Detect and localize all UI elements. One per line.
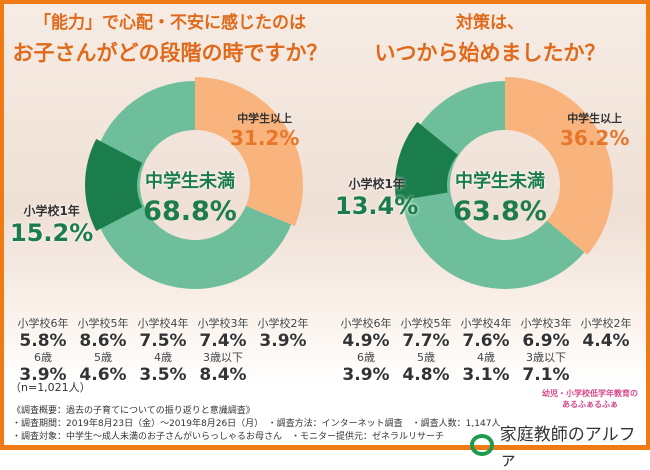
grade1-label: 小学校1年 13.4% — [335, 173, 418, 220]
slice-grade1 — [395, 121, 458, 201]
breakdown-item: 小学校5年 8.6% — [72, 315, 134, 351]
breakdown-item: 6歳 3.9% — [12, 349, 74, 385]
label: 小学校5年 — [400, 317, 452, 330]
value: 13.4% — [335, 192, 419, 220]
value: 3.9% — [259, 331, 307, 351]
value: 4.4% — [582, 331, 630, 351]
label: 小学校4年 — [137, 317, 189, 330]
survey-heading: 《調査概要：過去の子育てについての振り返りと意識調査》 — [12, 406, 255, 416]
center-label: 中学生未満 68.8% — [125, 167, 255, 230]
center-label: 中学生未満 63.8% — [435, 167, 565, 230]
value: 8.4% — [199, 365, 247, 385]
label: 小学校1年 — [23, 204, 80, 218]
right-title-line1: 対策は、 — [456, 13, 524, 33]
slice-under-junior-high — [91, 81, 292, 289]
label: 小学校4年 — [460, 317, 512, 330]
breakdown-item: 5歳 4.8% — [395, 349, 457, 385]
label: 5歳 — [417, 351, 435, 364]
value: 7.4% — [199, 331, 247, 351]
value: 7.7% — [402, 331, 450, 351]
sample-size: （n=1,021人） — [10, 381, 91, 394]
value: 3.1% — [462, 365, 510, 385]
value: 5.8% — [19, 331, 67, 351]
breakdown-item: 小学校6年 4.9% — [335, 315, 397, 351]
grade1-label: 小学校1年 15.2% — [10, 200, 93, 247]
label: 中学生以上 — [237, 112, 293, 125]
survey-line2: ・調査対象：中学生～成人未満のお子さんがいらっしゃるお母さん ・モニター提供元：… — [12, 432, 445, 442]
value: 8.6% — [79, 331, 127, 351]
value: 3.9% — [342, 365, 390, 385]
survey-info: 《調査概要：過去の子育てについての振り返りと意識調査》 ・調査期間：2019年8… — [12, 405, 500, 444]
value: 63.8% — [453, 196, 547, 227]
label: 小学校3年 — [520, 317, 572, 330]
breakdown-item: 4歳 3.1% — [455, 349, 517, 385]
right-title-line2: いつから始めましたか？ — [374, 41, 606, 65]
value: 6.9% — [522, 331, 570, 351]
breakdown-item: 小学校3年 7.4% — [192, 315, 254, 351]
label: 6歳 — [34, 351, 52, 364]
survey-line1: ・調査期間：2019年8月23日（金）～2019年8月26日（月） ・調査方法：… — [12, 419, 501, 429]
label: 3歳以下 — [526, 351, 566, 364]
value: 4.9% — [342, 331, 390, 351]
arufa-rufa-logo: 幼児・小学校低学年教育の あるふぁるふぁ — [542, 389, 638, 409]
breakdown-item: 3歳以下 7.1% — [515, 349, 577, 385]
right-title: 対策は、 いつから始めましたか？ — [330, 8, 650, 68]
label: 4歳 — [154, 351, 172, 364]
value: 7.5% — [139, 331, 187, 351]
slice-upper-secondary — [505, 77, 613, 255]
label: 3歳以下 — [203, 351, 243, 364]
breakdown-item: 6歳 3.9% — [335, 349, 397, 385]
breakdown-item: 小学校6年 5.8% — [12, 315, 74, 351]
slice-grade1 — [84, 139, 143, 231]
brand-logo: 家庭教師のアルファ — [470, 420, 650, 470]
breakdown-item: 3歳以下 8.4% — [192, 349, 254, 385]
value: 68.8% — [143, 196, 237, 227]
breakdown-item: 小学校4年 7.5% — [132, 315, 194, 351]
label: 6歳 — [357, 351, 375, 364]
value: 36.2% — [560, 126, 630, 150]
label: 中学生以上 — [567, 112, 623, 125]
label: 小学校1年 — [348, 177, 405, 191]
value: 31.2% — [230, 126, 300, 150]
value: 15.2% — [10, 219, 94, 247]
upper-label: 中学生以上 31.2% — [230, 107, 299, 150]
label: 小学校3年 — [197, 317, 249, 330]
value: 3.9% — [19, 365, 67, 385]
left-title: 「能力」で心配・不安に感じたのは お子さんがどの段階の時ですか？ — [10, 8, 330, 68]
slice-upper-secondary — [195, 77, 303, 227]
breakdown-item: 小学校4年 7.6% — [455, 315, 517, 351]
label: 小学校2年 — [580, 317, 632, 330]
value: 3.5% — [139, 365, 187, 385]
brand-name: 家庭教師のアルファ — [499, 425, 636, 470]
label: 小学校6年 — [17, 317, 69, 330]
label: 中学生未満 — [455, 171, 545, 192]
donut-charts — [84, 77, 613, 289]
label: 5歳 — [94, 351, 112, 364]
label: 小学校6年 — [340, 317, 392, 330]
breakdown-item: 4歳 3.5% — [132, 349, 194, 385]
breakdown-item: 小学校5年 7.7% — [395, 315, 457, 351]
frame — [0, 0, 650, 450]
alpha-logo-icon — [470, 434, 494, 456]
value: 7.6% — [462, 331, 510, 351]
label: 中学生未満 — [145, 171, 235, 192]
breakdown-item: 小学校2年 3.9% — [252, 315, 314, 351]
breakdown-item: 5歳 4.6% — [72, 349, 134, 385]
left-title-line1: 「能力」で心配・不安に感じたのは — [34, 13, 306, 33]
value: 4.6% — [79, 365, 127, 385]
breakdown-item: 小学校3年 6.9% — [515, 315, 577, 351]
left-title-line2: お子さんがどの段階の時ですか？ — [12, 41, 328, 65]
value: 7.1% — [522, 365, 570, 385]
slice-under-junior-high — [401, 81, 585, 289]
value: 4.8% — [402, 365, 450, 385]
breakdown-item: 小学校2年 4.4% — [575, 315, 637, 351]
label: 小学校5年 — [77, 317, 129, 330]
upper-label: 中学生以上 36.2% — [560, 107, 629, 150]
label: 小学校2年 — [257, 317, 309, 330]
label: 4歳 — [477, 351, 495, 364]
